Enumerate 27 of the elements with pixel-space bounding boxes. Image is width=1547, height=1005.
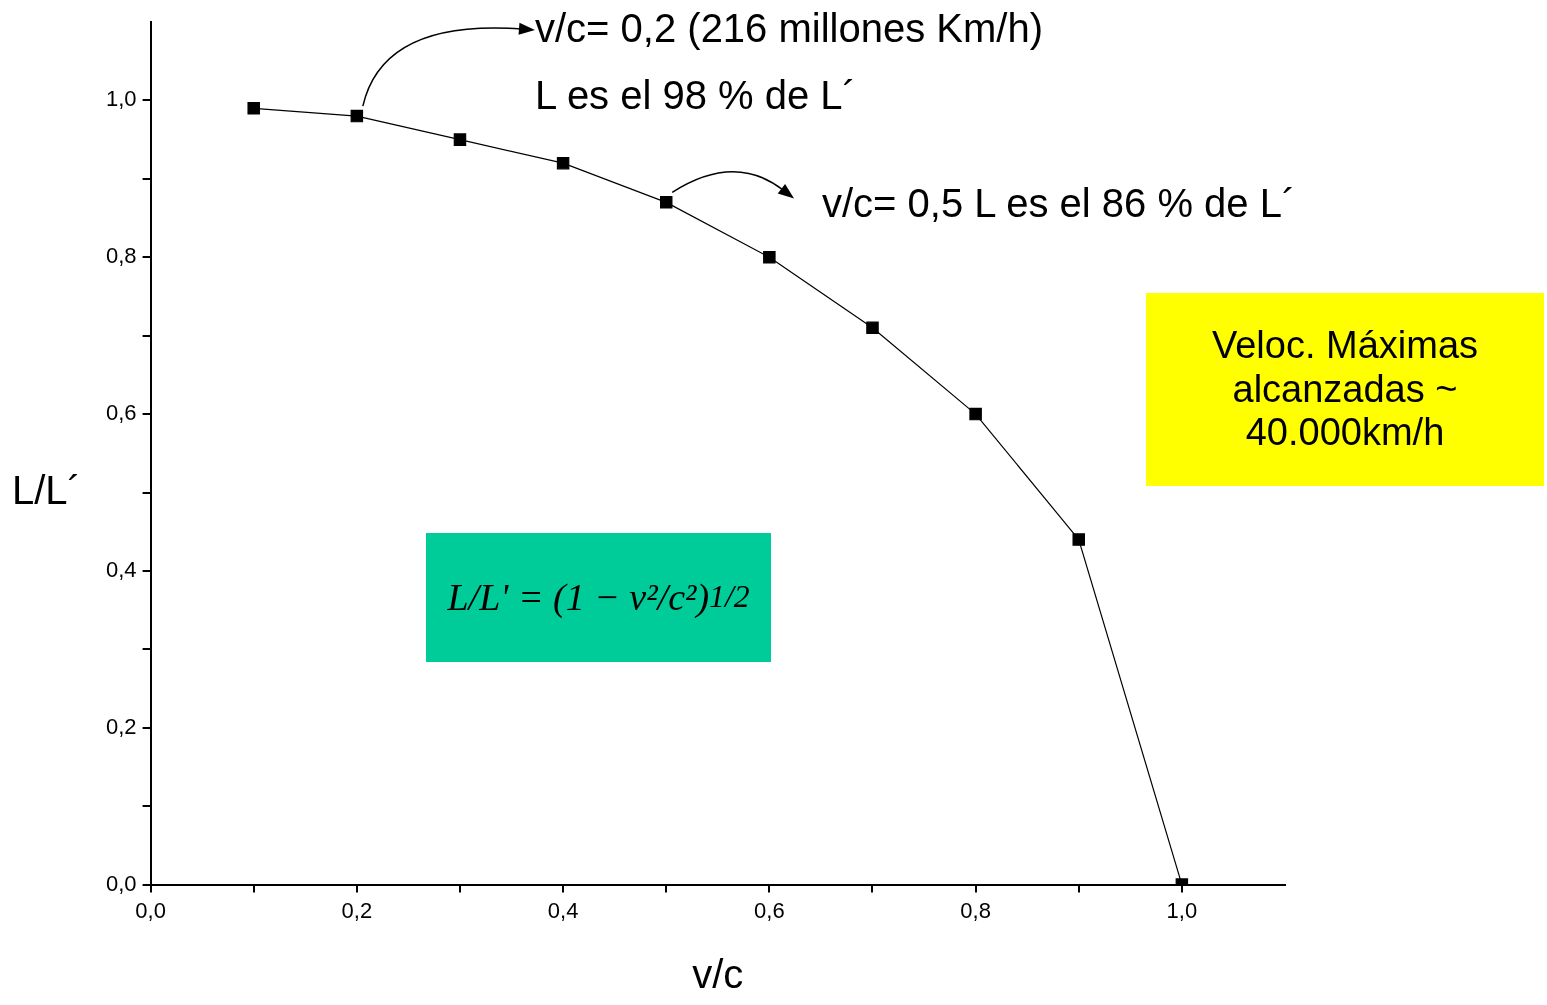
text-box: Veloc. Máximas alcanzadas ~ 40.000km/h	[1146, 293, 1544, 486]
point	[453, 133, 467, 146]
point	[763, 251, 776, 264]
annotation: v/c= 0,5 L es el 86 % de L´	[822, 180, 1296, 226]
y-tick-label: 0,4	[105, 556, 137, 582]
y-axis-title: L/L´	[12, 468, 81, 513]
x-axis-title: v/c	[692, 952, 744, 997]
point	[556, 156, 570, 170]
point	[969, 407, 982, 421]
y-tick-label: 0,6	[105, 400, 137, 426]
y-tick-label: 0,2	[105, 713, 137, 739]
x-tick-label: 0,6	[754, 897, 785, 923]
annotation: L es el 98 % de L´	[535, 72, 856, 118]
y-tick-label: 0,0	[105, 870, 137, 896]
x-tick-label: 0,4	[547, 897, 579, 923]
y-tick-label: 1,0	[105, 86, 137, 112]
point	[247, 102, 260, 115]
point	[350, 109, 364, 123]
y-tick-label: 0,8	[105, 243, 137, 269]
annotation: v/c= 0,2 (216 millones Km/h)	[535, 5, 1043, 51]
point	[866, 321, 879, 335]
x-tick-label: 1,0	[1166, 897, 1198, 923]
x-tick-label: 0,0	[135, 897, 166, 923]
point	[1072, 533, 1085, 546]
point	[659, 196, 673, 209]
x-tick-label: 0,2	[341, 897, 373, 923]
x-tick-label: 0,8	[960, 897, 991, 923]
